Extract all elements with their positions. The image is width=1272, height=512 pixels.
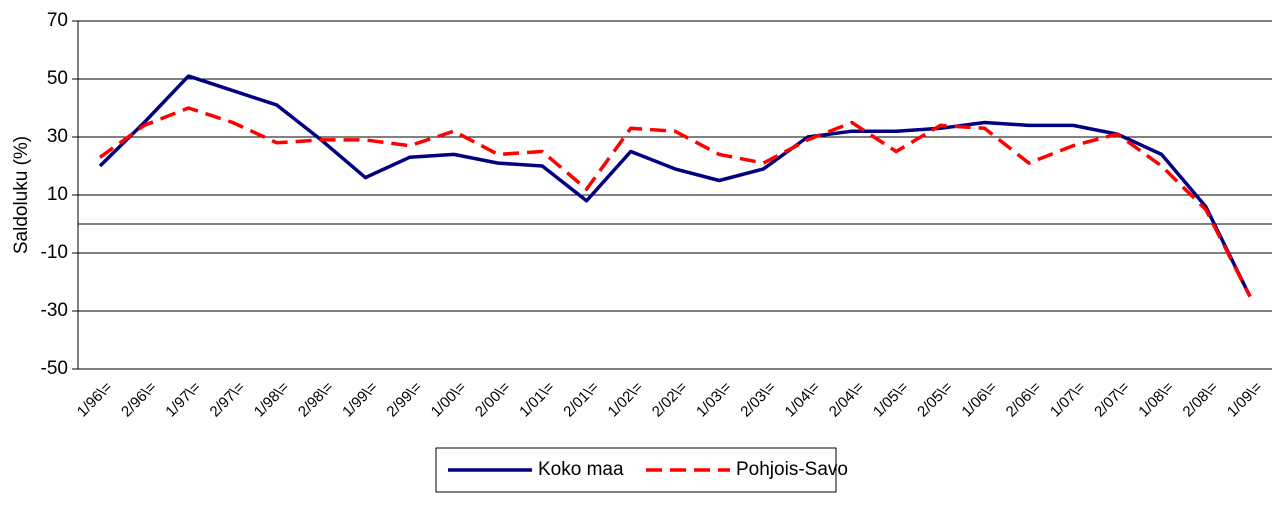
x-tick-label: 1/03\=	[693, 378, 735, 420]
x-tick-label: 1/97\=	[162, 378, 204, 420]
y-tick-label: -10	[41, 242, 68, 263]
x-tick-label: 2/99\=	[383, 378, 425, 420]
x-tick-label: 2/97\=	[207, 378, 249, 420]
x-tick-label: 2/06\=	[1003, 378, 1045, 420]
x-tick-label: 2/05\=	[914, 378, 956, 420]
x-tick-label: 1/05\=	[870, 378, 912, 420]
x-tick-label: 1/07\=	[1047, 378, 1089, 420]
x-tick-label: 1/98\=	[251, 378, 293, 420]
y-tick-label: 10	[47, 184, 68, 205]
y-tick-label: 70	[47, 10, 68, 31]
x-tick-label: 1/00\=	[428, 378, 470, 420]
x-tick-label: 2/03\=	[737, 378, 779, 420]
x-tick-label: 2/98\=	[295, 378, 337, 420]
legend-label: Pohjois-Savo	[736, 459, 848, 480]
x-tick-label: 1/09\=	[1224, 378, 1266, 420]
x-tick-label: 2/08\=	[1180, 378, 1222, 420]
series-line	[98, 106, 1252, 298]
x-tick-label: 1/04\=	[782, 378, 824, 420]
x-tick-label: 1/06\=	[958, 378, 1000, 420]
legend-label: Koko maa	[538, 459, 624, 480]
y-tick-label: 50	[47, 68, 68, 89]
y-axis-label: Saldoluku (%)	[11, 136, 32, 254]
x-tick-label: 2/96\=	[118, 378, 160, 420]
x-tick-label: 2/00\=	[472, 378, 514, 420]
x-tick-label: 2/02\=	[649, 378, 691, 420]
x-tick-label: 2/01\=	[560, 378, 602, 420]
x-tick-label: 1/99\=	[339, 378, 381, 420]
y-tick-label: -50	[41, 358, 68, 379]
x-tick-label: 2/07\=	[1091, 378, 1133, 420]
y-tick-label: 30	[47, 126, 68, 147]
x-tick-label: 1/01\=	[516, 378, 558, 420]
x-tick-label: 1/08\=	[1135, 378, 1177, 420]
x-tick-label: 2/04\=	[826, 378, 868, 420]
x-tick-label: 1/02\=	[605, 378, 647, 420]
y-tick-label: -30	[41, 300, 68, 321]
x-tick-label: 1/96\=	[74, 378, 116, 420]
series-line	[98, 74, 1252, 298]
